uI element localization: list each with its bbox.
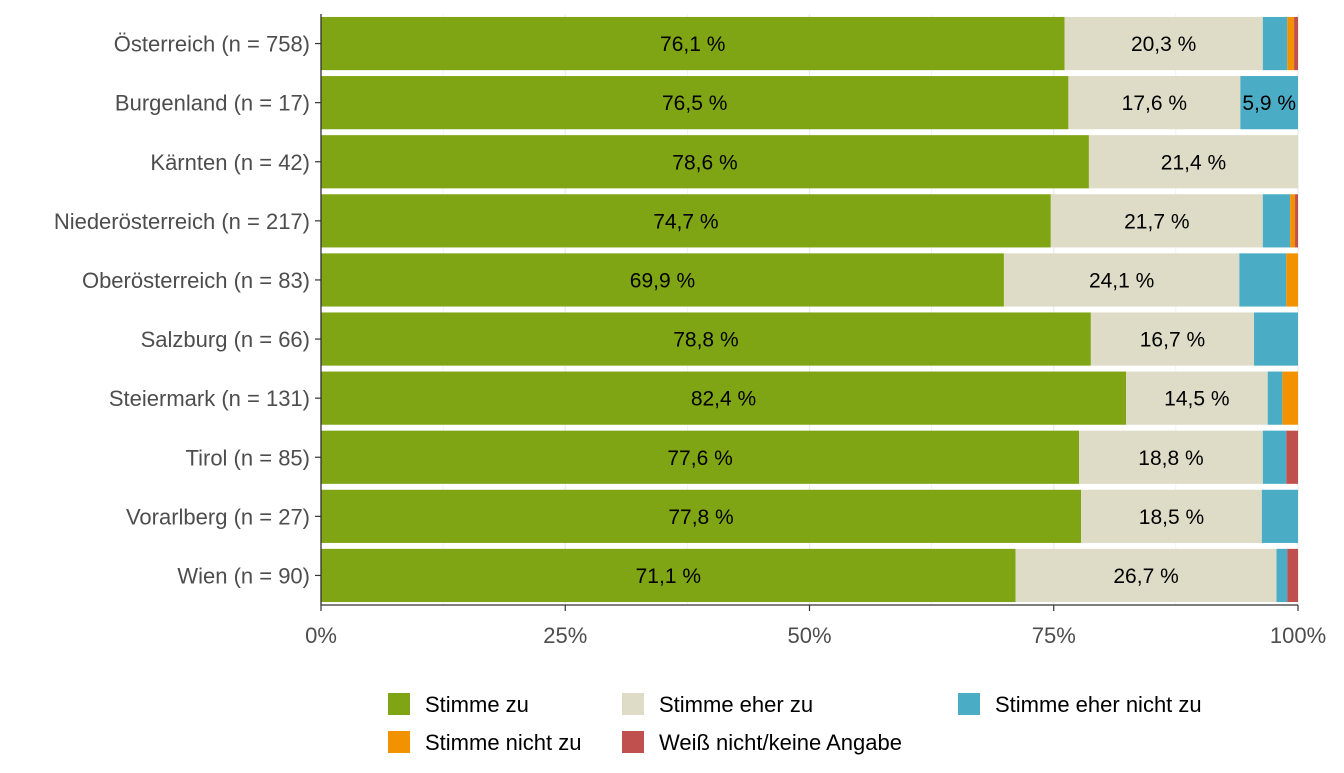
bar-segment-5-row-4 bbox=[1295, 194, 1298, 248]
data-label: 71,1 % bbox=[636, 565, 701, 588]
bar-segment-1-row-1 bbox=[321, 16, 1065, 71]
bar-segment-1-row-6 bbox=[321, 312, 1091, 366]
data-label: 78,8 % bbox=[673, 329, 738, 352]
legend-swatch bbox=[958, 693, 980, 715]
bar-segment-4-row-1 bbox=[1287, 16, 1295, 71]
bar-segment-1-row-8 bbox=[321, 430, 1080, 484]
data-label: 16,7 % bbox=[1140, 329, 1205, 352]
x-tick-label: 25% bbox=[543, 623, 587, 648]
x-tick-label: 100% bbox=[1270, 623, 1326, 648]
bar-segment-1-row-4 bbox=[321, 194, 1051, 248]
data-label: 26,7 % bbox=[1113, 565, 1178, 588]
category-label: Salzburg (n = 66) bbox=[141, 327, 310, 352]
bar-segment-3-row-9 bbox=[1261, 489, 1298, 543]
bar-segment-2-row-6 bbox=[1090, 312, 1255, 366]
bars-layer bbox=[321, 16, 1298, 603]
legend-label: Stimme eher zu bbox=[659, 692, 813, 717]
bar-segment-2-row-1 bbox=[1064, 16, 1263, 71]
bar-segment-1-row-5 bbox=[321, 253, 1004, 307]
category-label: Burgenland (n = 17) bbox=[115, 91, 310, 116]
bar-segment-3-row-10 bbox=[1276, 548, 1288, 603]
bar-segment-2-row-3 bbox=[1088, 135, 1298, 189]
bar-segment-3-row-5 bbox=[1239, 253, 1287, 307]
category-label: Kärnten (n = 42) bbox=[150, 150, 310, 175]
data-label: 18,8 % bbox=[1138, 447, 1203, 470]
x-tick-label: 75% bbox=[1032, 623, 1076, 648]
bar-segment-3-row-6 bbox=[1254, 312, 1298, 366]
legend-swatch bbox=[388, 693, 410, 715]
bar-segment-2-row-2 bbox=[1068, 76, 1241, 130]
legend: Stimme zu Stimme eher zu Stimme eher nicht… bbox=[388, 692, 1202, 755]
category-label: Niederösterreich (n = 217) bbox=[54, 209, 310, 234]
legend-label: Stimme nicht zu bbox=[425, 730, 582, 755]
category-label: Österreich (n = 758) bbox=[114, 32, 310, 57]
bar-segment-2-row-5 bbox=[1003, 253, 1240, 307]
bar-segment-2-row-10 bbox=[1015, 548, 1277, 603]
bar-segment-1-row-9 bbox=[321, 489, 1082, 543]
bar-segment-2-row-9 bbox=[1081, 489, 1262, 543]
data-label: 21,7 % bbox=[1124, 210, 1189, 233]
bar-segment-4-row-5 bbox=[1286, 253, 1298, 307]
data-label: 76,1 % bbox=[660, 33, 725, 56]
data-label: 24,1 % bbox=[1089, 269, 1154, 292]
data-label: 20,3 % bbox=[1131, 33, 1196, 56]
bar-segment-3-row-1 bbox=[1262, 16, 1288, 71]
data-label: 74,7 % bbox=[653, 210, 718, 233]
data-label: 82,4 % bbox=[691, 388, 756, 411]
category-label: Wien (n = 90) bbox=[177, 563, 310, 588]
bar-segment-2-row-7 bbox=[1126, 371, 1268, 425]
bar-segment-4-row-7 bbox=[1282, 371, 1298, 425]
category-label: Vorarlberg (n = 27) bbox=[126, 504, 310, 529]
data-label: 14,5 % bbox=[1164, 388, 1229, 411]
axes-layer: Österreich (n = 758) Burgenland (n = 17) K… bbox=[54, 14, 1326, 648]
data-label: 69,9 % bbox=[630, 269, 695, 292]
legend-swatch bbox=[388, 731, 410, 753]
data-label: 17,6 % bbox=[1122, 92, 1187, 115]
bar-segment-5-row-1 bbox=[1294, 16, 1298, 71]
bar-segment-5-row-10 bbox=[1287, 548, 1298, 603]
bar-segment-1-row-10 bbox=[321, 548, 1016, 603]
data-label: 21,4 % bbox=[1161, 151, 1226, 174]
data-label: 78,6 % bbox=[672, 151, 737, 174]
legend-label: Stimme zu bbox=[425, 692, 529, 717]
bar-segment-3-row-7 bbox=[1267, 371, 1283, 425]
x-tick-label: 0% bbox=[305, 623, 337, 648]
data-label: 5,9 % bbox=[1242, 92, 1296, 115]
category-label: Tirol (n = 85) bbox=[185, 445, 310, 470]
bar-segment-1-row-7 bbox=[321, 371, 1127, 425]
data-label: 18,5 % bbox=[1139, 506, 1204, 529]
bar-segment-1-row-2 bbox=[321, 76, 1069, 130]
category-label: Steiermark (n = 131) bbox=[109, 386, 310, 411]
legend-label: Stimme eher nicht zu bbox=[995, 692, 1202, 717]
bar-segment-2-row-8 bbox=[1079, 430, 1263, 484]
bar-segment-5-row-8 bbox=[1286, 430, 1298, 484]
category-label: Oberösterreich (n = 83) bbox=[82, 268, 310, 293]
data-labels-layer: 76,1 % 20,3 % 76,5 % 17,6 % 5,9 % 78,6 % 21,4 … bbox=[630, 33, 1296, 588]
data-label: 77,8 % bbox=[668, 506, 733, 529]
bar-segment-3-row-2 bbox=[1240, 76, 1298, 130]
legend-swatch bbox=[622, 731, 644, 753]
bar-segment-3-row-8 bbox=[1262, 430, 1287, 484]
data-label: 77,6 % bbox=[667, 447, 732, 470]
x-tick-label: 50% bbox=[787, 623, 831, 648]
bar-segment-1-row-3 bbox=[321, 135, 1089, 189]
data-label: 76,5 % bbox=[662, 92, 727, 115]
legend-swatch bbox=[622, 693, 644, 715]
bar-segment-3-row-4 bbox=[1262, 194, 1291, 248]
legend-label: Weiß nicht/keine Angabe bbox=[659, 730, 902, 755]
bar-segment-2-row-4 bbox=[1050, 194, 1263, 248]
bar-segment-4-row-4 bbox=[1290, 194, 1296, 248]
